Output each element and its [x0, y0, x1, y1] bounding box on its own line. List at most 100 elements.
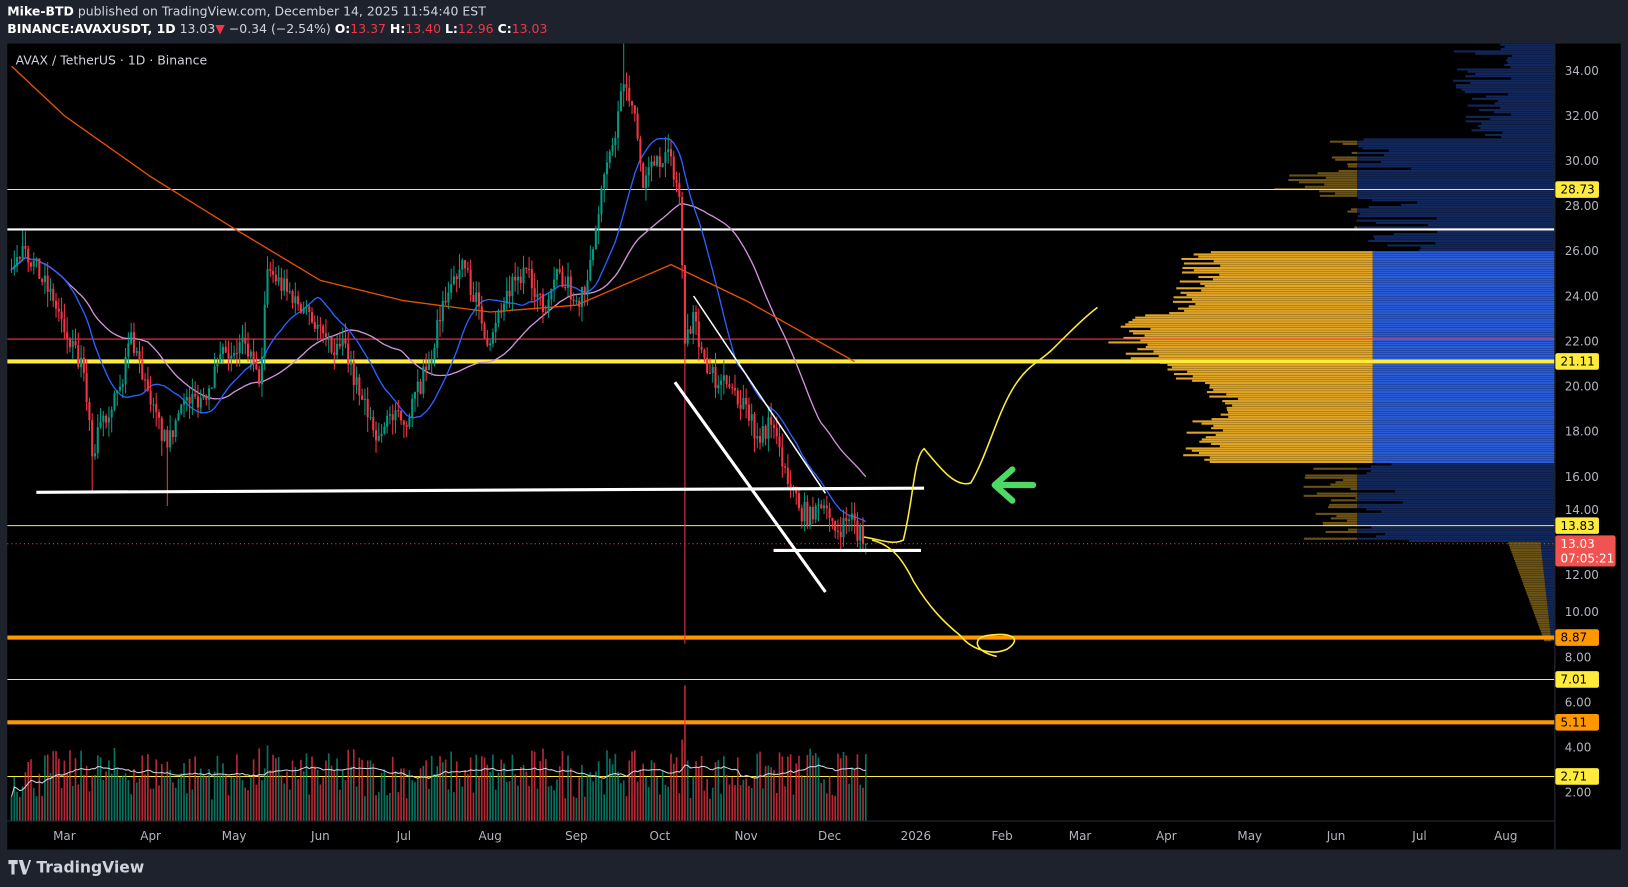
volume-profile-down-bar	[1201, 438, 1373, 441]
time-tick-label: Apr	[1156, 829, 1177, 843]
volume-profile-down-bar	[1198, 255, 1373, 258]
volume-profile-down-bar	[1509, 544, 1541, 547]
volume-profile-down-bar	[1335, 158, 1358, 161]
candle-body	[221, 346, 225, 355]
volume-profile-up-bar	[1372, 406, 1555, 409]
candle-body	[352, 361, 355, 385]
candle	[566, 262, 570, 297]
candle-body	[330, 336, 333, 353]
volume-bar	[205, 776, 208, 821]
volume-bar	[839, 758, 842, 821]
volume-profile-up-bar	[1470, 81, 1555, 85]
volume-profile-up-bar	[1394, 490, 1555, 493]
open-label: O:	[334, 21, 351, 37]
candle-body	[146, 379, 149, 391]
volume-bar	[277, 757, 280, 821]
candle	[758, 428, 762, 450]
volume-profile-up-bar	[1543, 569, 1555, 572]
candle-body	[166, 429, 169, 448]
candle	[355, 366, 358, 394]
volume-bar	[172, 782, 174, 821]
volume-profile-up-bar	[1541, 548, 1555, 552]
volume-profile-down-bar	[1526, 591, 1546, 594]
volume-profile-up-bar	[1508, 93, 1555, 96]
candle	[750, 403, 753, 436]
candle	[856, 511, 859, 548]
candle	[107, 406, 110, 437]
volume-bar	[275, 758, 277, 821]
volume-bar	[258, 748, 260, 821]
candle-body	[533, 288, 536, 298]
candle	[694, 305, 698, 335]
volume-bar	[675, 757, 678, 821]
candle-body	[675, 179, 678, 183]
candle	[285, 269, 289, 301]
candle	[277, 265, 280, 287]
volume-profile-down-bar	[1204, 285, 1373, 288]
chart-legend: AVAX / TetherUS · 1D · Binance	[15, 52, 208, 68]
volume-profile-up-bar	[1540, 542, 1555, 545]
volume-bar	[770, 767, 772, 821]
volume-bar	[514, 774, 516, 821]
candle	[21, 230, 24, 262]
author[interactable]: Mike-BTD	[7, 4, 74, 19]
volume-profile-down-bar	[1147, 343, 1373, 346]
volume-profile-up-bar	[1372, 336, 1555, 339]
time-tick-label: May	[222, 829, 247, 843]
volume-profile-down-bar	[1319, 190, 1358, 193]
candle-body	[105, 415, 108, 423]
volume-bar	[689, 798, 692, 821]
price-level-tag	[1555, 768, 1599, 785]
volume-profile-up-bar	[1542, 560, 1555, 563]
candle-body	[594, 228, 597, 250]
volume-bar	[158, 785, 160, 821]
candle	[54, 292, 58, 318]
volume-profile-up-bar	[1500, 48, 1555, 51]
candle-body	[383, 426, 386, 434]
volume-bar	[503, 763, 505, 821]
down-triangle-icon: ▼	[215, 21, 225, 37]
candle	[516, 266, 519, 295]
volume-bar	[600, 779, 603, 821]
volume-profile-down-bar	[1351, 151, 1358, 154]
volume-profile-down-bar	[1167, 363, 1373, 367]
volume-profile-down-bar	[1513, 555, 1543, 558]
volume-bar	[300, 759, 302, 821]
candle	[188, 387, 191, 419]
candle	[608, 149, 611, 169]
candle-body	[430, 359, 433, 364]
candle	[68, 337, 71, 353]
tradingview-logo[interactable]: TradingView	[8, 858, 144, 877]
candle-body	[519, 276, 522, 284]
volume-bar	[859, 784, 862, 821]
volume-profile-down-bar	[1531, 605, 1548, 608]
candle	[533, 273, 536, 308]
candle	[416, 369, 419, 408]
volume-bar	[798, 755, 800, 821]
volume-profile-down-bar	[1173, 372, 1373, 376]
volume-profile-up-bar	[1357, 140, 1555, 143]
volume-profile-up-bar	[1540, 544, 1555, 547]
candle-body	[68, 338, 71, 348]
candle-body	[822, 505, 826, 509]
candle	[650, 155, 653, 182]
volume-bar	[636, 781, 639, 821]
candle-body	[52, 288, 55, 301]
volume-profile-down-bar	[1144, 334, 1373, 337]
volume-bar	[645, 776, 647, 821]
candle	[661, 162, 664, 168]
candle	[258, 365, 261, 388]
volume-profile-down-bar	[1529, 600, 1547, 603]
chart-canvas[interactable]: 28.7321.1113.838.877.015.112.7113.0307:0…	[0, 0, 1628, 852]
candle	[461, 258, 464, 278]
volume-profile-up-bar	[1372, 296, 1555, 299]
tradingview-logo-icon	[8, 859, 32, 875]
volume-bar	[380, 772, 383, 821]
volume-bar	[697, 767, 700, 821]
candle-body	[361, 395, 364, 400]
candle	[116, 390, 119, 407]
volume-profile-up-bar	[1372, 393, 1555, 396]
volume-profile-up-bar	[1408, 539, 1555, 542]
candle-body	[433, 347, 436, 360]
candle-body	[380, 433, 383, 437]
